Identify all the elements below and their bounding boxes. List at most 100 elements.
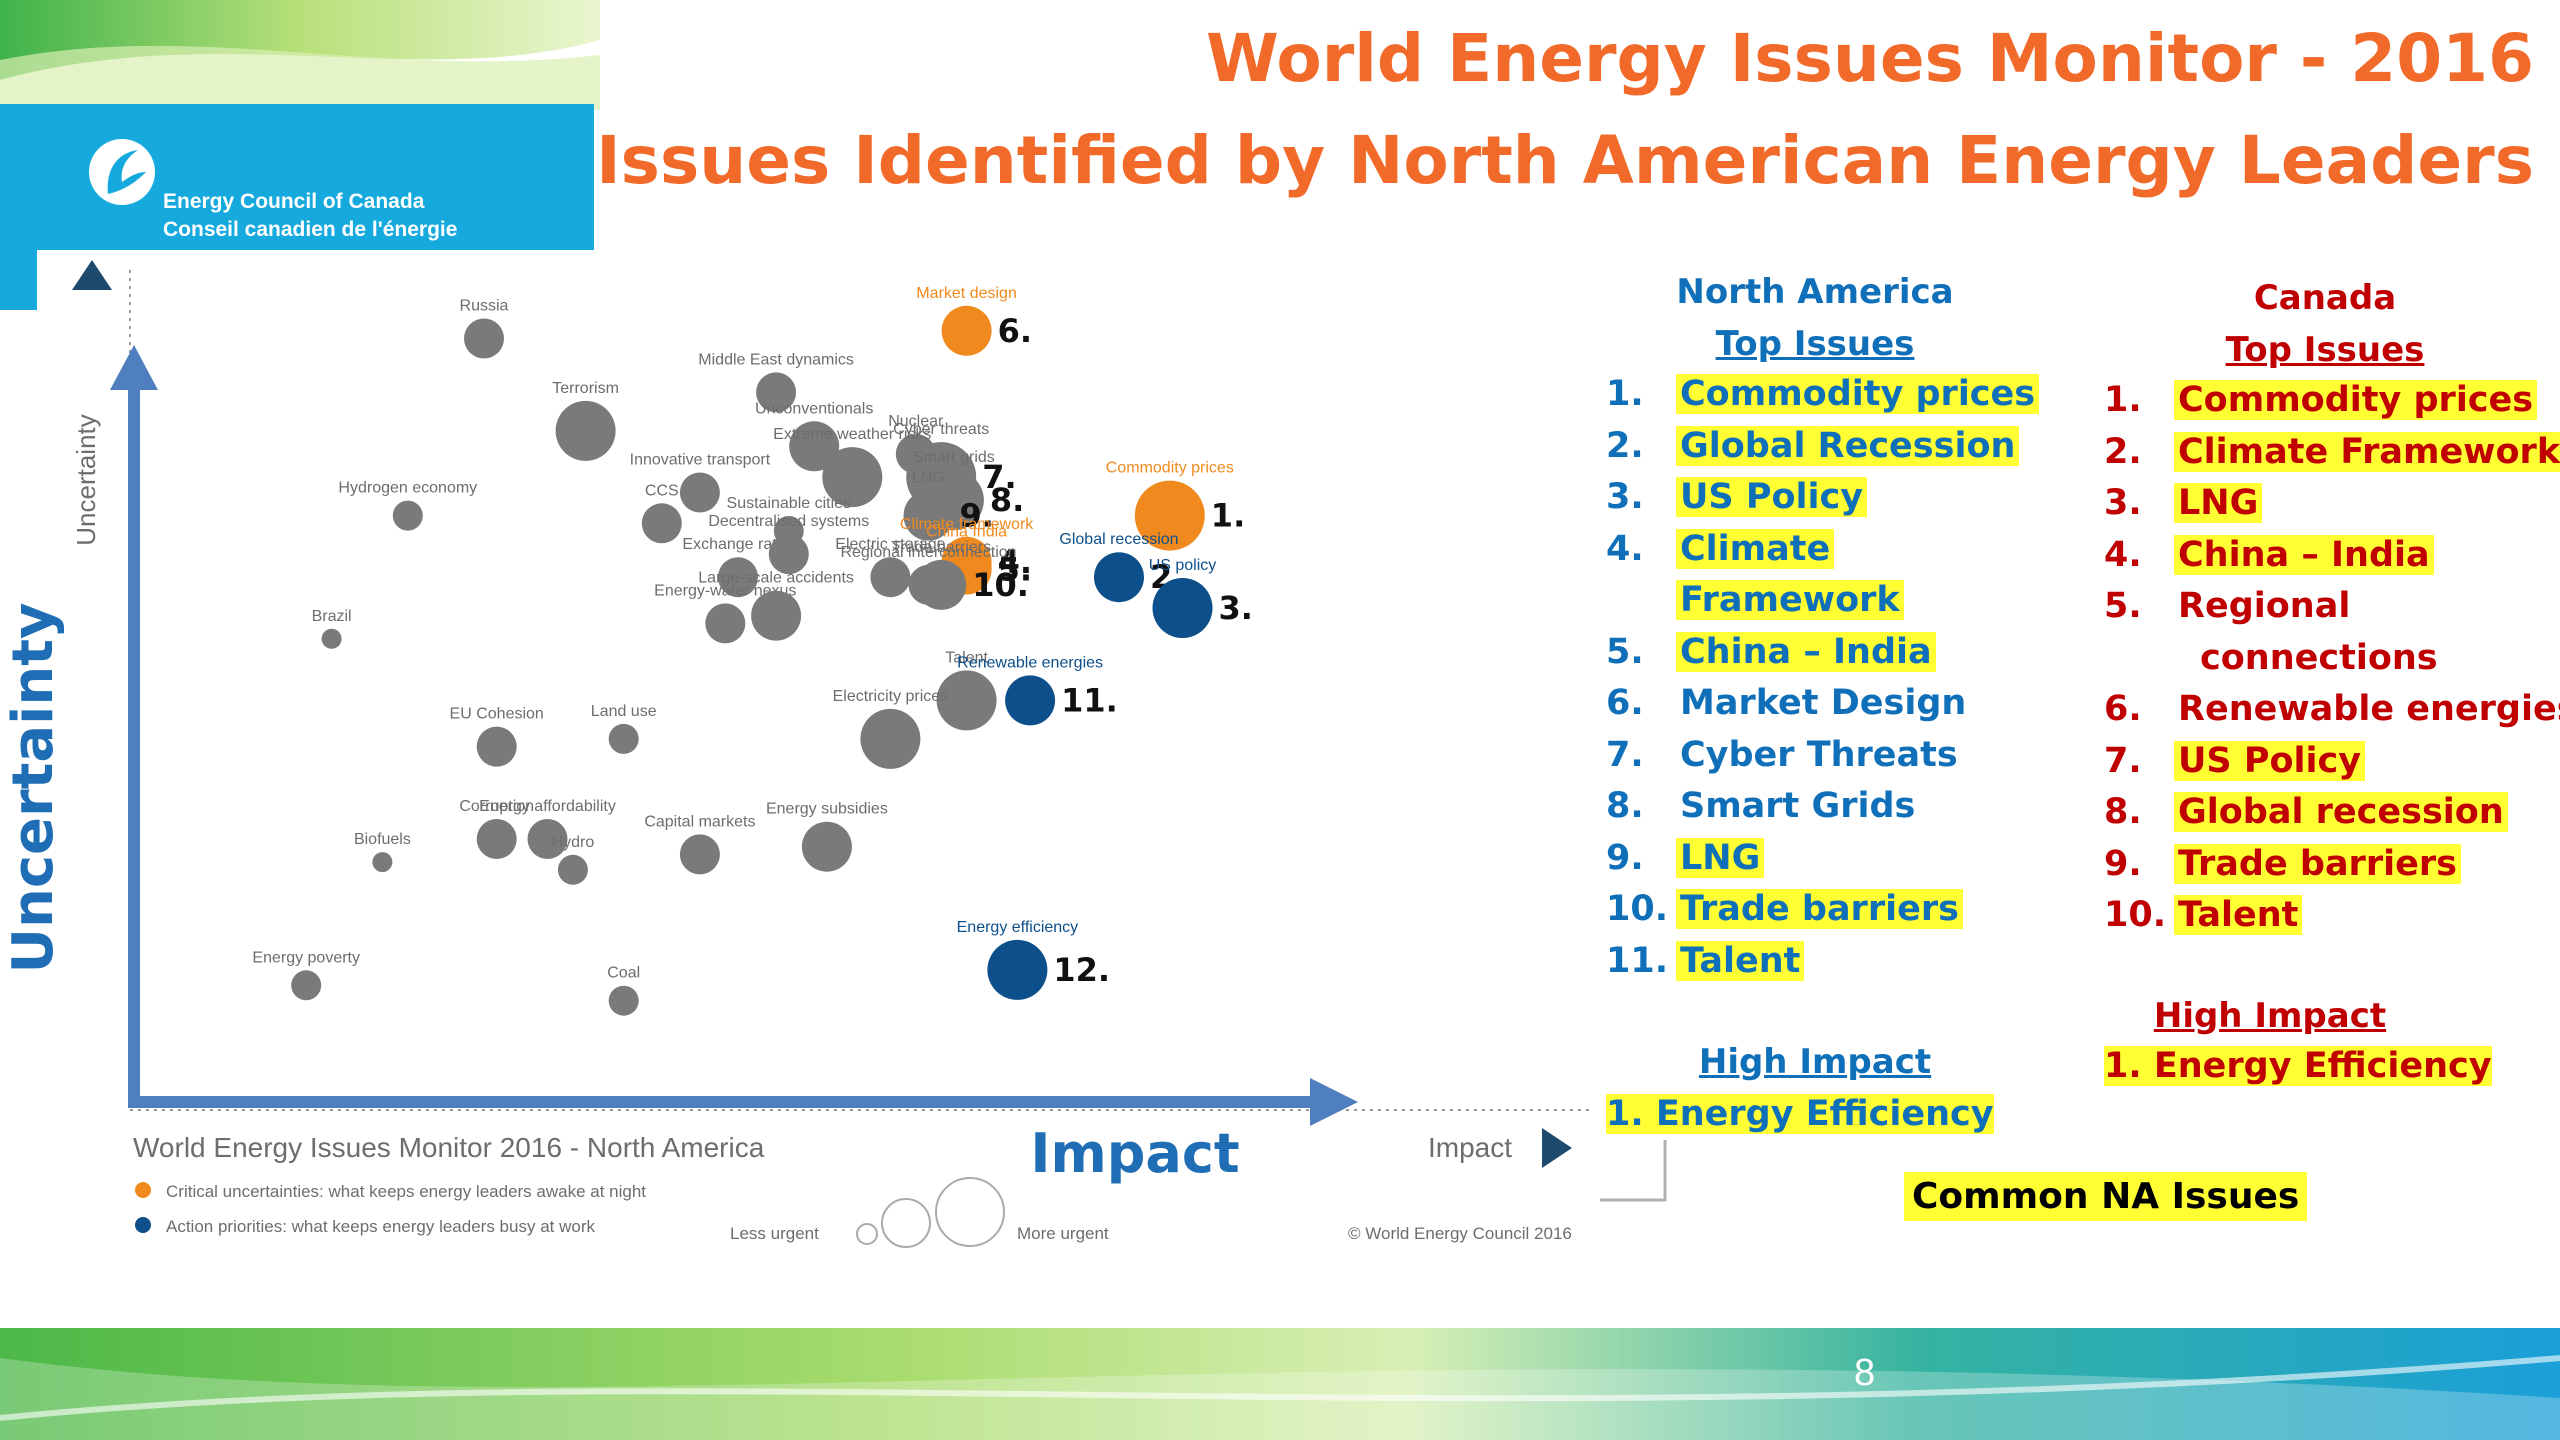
logo-name-fr: Conseil canadien de l'énergie xyxy=(163,218,458,241)
size-legend-small xyxy=(856,1223,878,1245)
na-high-impact-text: 1. Energy Efficiency xyxy=(1606,1094,1994,1134)
bubble-18 xyxy=(870,557,911,598)
chart-title: World Energy Issues Monitor 2016 - North… xyxy=(133,1132,765,1163)
bubble-label-24: Brazil xyxy=(312,608,352,625)
na-item-number: 11. xyxy=(1606,940,1669,981)
bubble-rank-22: 10. xyxy=(972,566,1029,604)
bubble-9 xyxy=(822,447,883,508)
energy-council-logo-icon xyxy=(89,139,155,205)
bubble-16 xyxy=(718,557,758,598)
bubble-label-0: Russia xyxy=(460,298,509,315)
bubble-label-10: Smart grids xyxy=(913,449,995,466)
bubble-label-16: Exchange rates xyxy=(682,536,793,553)
canada-item-number: 6. xyxy=(2104,689,2142,729)
bubble-label-8: Innovative transport xyxy=(630,452,771,469)
slide-subtitle: Issues Identified by North American Ener… xyxy=(596,122,2534,199)
bubble-40 xyxy=(987,939,1048,1000)
bubble-label-1: Middle East dynamics xyxy=(698,351,854,368)
bubble-label-39: Coal xyxy=(607,965,640,982)
canada-item-text: Talent xyxy=(2174,895,2303,935)
canada-item-text: Climate Framework xyxy=(2174,431,2560,472)
bubble-rank-5: 7. xyxy=(982,458,1016,496)
canada-item-number: 4. xyxy=(2104,534,2142,575)
na-item-number: 4. xyxy=(1606,528,1644,569)
bubble-label-34: Energy affordability xyxy=(479,798,616,815)
canada-high-impact-item: 1. Energy Efficiency xyxy=(2104,1046,2492,1086)
bubble-32 xyxy=(372,852,393,873)
chart-copyright: © World Energy Council 2016 xyxy=(1348,1224,1572,1243)
bubble-7 xyxy=(392,500,423,531)
na-top-issues-heading: Top Issues xyxy=(1715,324,1915,364)
bottom-swoosh-decoration xyxy=(0,1328,2560,1440)
canada-item-text: Global recession xyxy=(2174,792,2508,832)
bubble-17 xyxy=(768,534,809,575)
canada-item-number: 3. xyxy=(2104,483,2142,523)
overlay-y-axis-label: Uncertainty xyxy=(1,602,66,973)
logo-name-en: Energy Council of Canada xyxy=(163,190,425,213)
canada-item-number: 8. xyxy=(2104,792,2142,832)
canada-high-impact-text: 1. Energy Efficiency xyxy=(2104,1046,2492,1086)
bubble-36 xyxy=(679,834,720,875)
common-na-issues-label: Common NA Issues xyxy=(1904,1172,2308,1221)
bubble-label-38: Energy poverty xyxy=(252,949,360,966)
canada-item-number: 2. xyxy=(2104,431,2142,472)
canada-top-issues-heading: Top Issues xyxy=(2225,330,2425,370)
bubble-label-30: Renewable energies xyxy=(957,654,1103,671)
logo-panel: Energy Council of Canada Conseil canadie… xyxy=(0,104,594,310)
na-item-number: 5. xyxy=(1606,631,1644,672)
bubble-rank-10: 8. xyxy=(990,481,1024,519)
bubble-label-14: LNG xyxy=(912,470,945,487)
bubble-label-35: Hydro xyxy=(552,834,595,851)
bubble-3 xyxy=(789,421,840,472)
na-item-number: 9. xyxy=(1606,837,1644,878)
bubble-label-17: Decentralised systems xyxy=(708,513,869,530)
canada-item-text: Regional xyxy=(2178,586,2351,626)
bubble-rank-23: 3. xyxy=(1219,589,1253,627)
na-item-text: Trade barriers xyxy=(1676,889,1963,929)
bubble-rank-2: 6. xyxy=(998,312,1032,350)
canada-high-impact-heading: High Impact xyxy=(2153,996,2387,1036)
bubble-25 xyxy=(705,603,746,644)
canada-item-text: connections xyxy=(2200,637,2438,678)
bubble-rank-19: 5. xyxy=(998,551,1032,589)
bubble-label-20: Global recession xyxy=(1059,531,1178,548)
size-legend-less: Less urgent xyxy=(730,1224,819,1243)
bubble-label-13: Sustainable cities xyxy=(727,495,852,512)
big-x-arrow-icon xyxy=(1310,1078,1358,1126)
chart-x-axis-label: Impact xyxy=(1428,1132,1512,1163)
bubble-11 xyxy=(1134,480,1205,551)
bubble-label-31: Electricity prices xyxy=(833,688,949,705)
issues-bubble-chart: Russia Middle East dynamics Market design 6… xyxy=(1,260,1667,1248)
big-y-arrow-shaft xyxy=(128,380,140,1105)
bubble-27 xyxy=(476,726,517,767)
bubble-2 xyxy=(941,305,992,356)
big-x-arrow-shaft xyxy=(128,1096,1318,1108)
canada-item-number: 5. xyxy=(2104,586,2142,626)
bubble-label-26: Large-scale accidents xyxy=(698,570,854,587)
chart-y-axis-label: Uncertainty xyxy=(71,414,101,546)
bubble-label-22: Trade barriers xyxy=(891,539,991,556)
page-number: 8 xyxy=(1854,1352,1876,1394)
na-item-text: Smart Grids xyxy=(1680,786,1916,826)
legend-uncertainty-marker xyxy=(135,1182,151,1198)
bubble-1 xyxy=(756,372,797,413)
canada-item-text: Renewable energies xyxy=(2178,689,2560,729)
na-item-text: Talent xyxy=(1676,940,1805,981)
bubble-12 xyxy=(641,503,682,544)
na-region-heading: North America xyxy=(1676,272,1954,312)
canada-region-heading: Canada xyxy=(2253,278,2397,318)
bubble-label-18: Electric storage xyxy=(835,536,945,553)
overlay-x-axis-label: Impact xyxy=(1030,1122,1239,1185)
bubble-label-33: Corruption xyxy=(459,798,534,815)
na-item-number: 8. xyxy=(1606,786,1644,826)
bubble-label-27: EU Cohesion xyxy=(450,706,544,723)
size-legend-large xyxy=(935,1177,1005,1247)
na-item-text: Climate xyxy=(1676,528,1835,569)
bubble-label-40: Energy efficiency xyxy=(957,919,1079,936)
bubble-29 xyxy=(936,670,997,731)
canada-item-number: 10. xyxy=(2104,895,2167,935)
slide-title: World Energy Issues Monitor - 2016 xyxy=(1205,20,2534,97)
bubble-39 xyxy=(608,985,639,1016)
bubble-35 xyxy=(557,854,588,885)
bubble-label-32: Biofuels xyxy=(354,831,411,848)
